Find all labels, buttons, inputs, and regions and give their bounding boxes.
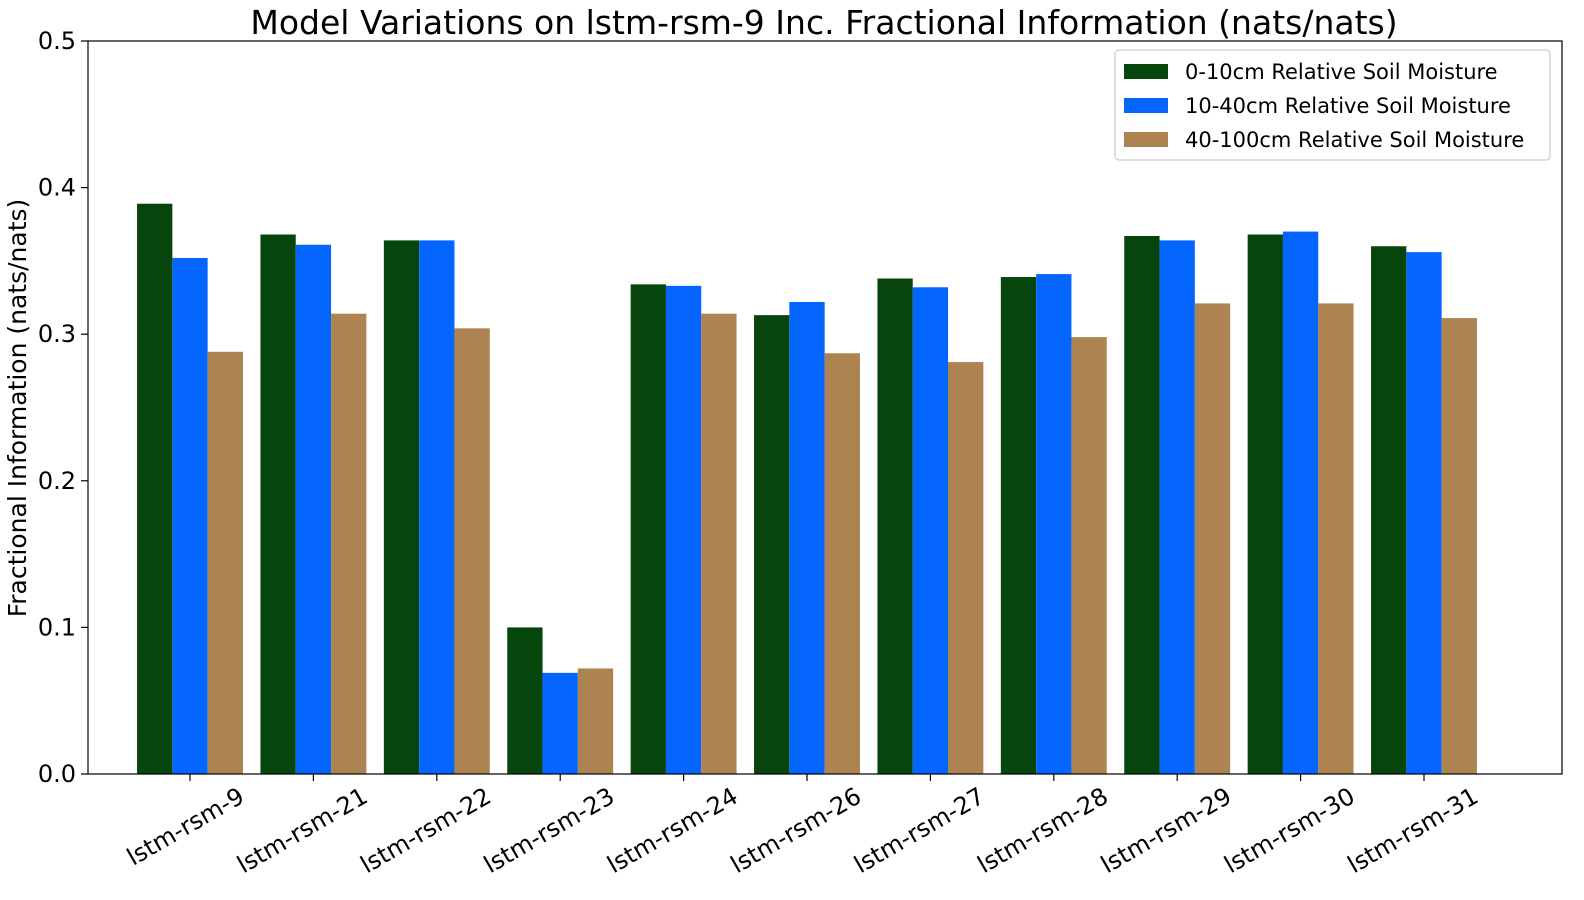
x-tick-label: lstm-rsm-23: [479, 782, 619, 879]
bar-lstm-rsm-30-series-3: [1318, 303, 1354, 774]
bar-lstm-rsm-23-series-1: [507, 627, 543, 774]
bar-lstm-rsm-27-series-3: [948, 362, 984, 774]
bar-lstm-rsm-9-series-1: [137, 203, 173, 775]
y-tick-label: 0.1: [38, 613, 76, 641]
bar-lstm-rsm-21-series-1: [260, 234, 296, 774]
bar-lstm-rsm-21-series-3: [331, 313, 367, 774]
bar-lstm-rsm-27-series-2: [912, 287, 949, 774]
legend-label-series-3: 40-100cm Relative Soil Moisture: [1185, 128, 1524, 152]
x-tick-label: lstm-rsm-24: [603, 782, 743, 879]
y-axis-label: Fractional Information (nats/nats): [3, 199, 32, 618]
bar-lstm-rsm-23-series-3: [577, 668, 614, 774]
bar-lstm-rsm-30-series-1: [1247, 234, 1283, 774]
bar-lstm-rsm-31-series-3: [1441, 318, 1477, 774]
bar-lstm-rsm-30-series-2: [1282, 231, 1319, 774]
y-tick-label: 0.2: [38, 467, 76, 495]
x-tick-label: lstm-rsm-27: [849, 782, 989, 879]
legend-box: [1114, 49, 1551, 161]
legend-swatch-series-2: [1124, 98, 1168, 113]
legend-swatch-series-3: [1124, 132, 1168, 147]
y-tick-label: 0.0: [38, 760, 76, 788]
y-tick-label: 0.4: [38, 174, 76, 202]
x-tick-label: lstm-rsm-9: [122, 782, 249, 871]
bar-lstm-rsm-24-series-1: [630, 284, 666, 774]
x-tick-label: lstm-rsm-29: [1096, 782, 1236, 879]
bar-lstm-rsm-29-series-3: [1194, 303, 1231, 774]
bar-lstm-rsm-31-series-1: [1371, 246, 1407, 775]
bar-lstm-rsm-24-series-3: [701, 313, 737, 774]
legend: 0-10cm Relative Soil Moisture 10-40cm Rel…: [1114, 49, 1551, 161]
plot-frame: [87, 40, 1563, 775]
x-tick-label: lstm-rsm-22: [356, 782, 496, 879]
bar-lstm-rsm-31-series-2: [1406, 252, 1442, 775]
bar-lstm-rsm-21-series-2: [295, 244, 332, 774]
bars-layer: [137, 203, 1477, 775]
bar-lstm-rsm-26-series-3: [824, 353, 860, 774]
x-tick-label: lstm-rsm-21: [232, 782, 372, 879]
bar-lstm-rsm-28-series-3: [1071, 337, 1107, 774]
bar-lstm-rsm-28-series-1: [1000, 277, 1037, 774]
y-tick-label: 0.3: [38, 320, 76, 348]
bar-lstm-rsm-29-series-2: [1159, 240, 1195, 774]
bar-lstm-rsm-9-series-2: [172, 257, 208, 775]
x-tick-label: lstm-rsm-30: [1220, 782, 1360, 879]
bar-lstm-rsm-22-series-3: [454, 328, 490, 774]
y-tick-label: 0.5: [38, 27, 76, 55]
bar-lstm-rsm-29-series-1: [1124, 235, 1160, 775]
legend-swatch-series-1: [1124, 64, 1168, 79]
x-tick-label: lstm-rsm-26: [726, 782, 866, 879]
bar-lstm-rsm-26-series-2: [789, 301, 825, 774]
bar-lstm-rsm-28-series-2: [1036, 274, 1072, 774]
x-tick-label: lstm-rsm-28: [973, 782, 1113, 879]
bar-lstm-rsm-27-series-1: [877, 278, 913, 774]
bar-lstm-rsm-22-series-1: [383, 240, 420, 774]
legend-label-series-1: 0-10cm Relative Soil Moisture: [1185, 60, 1498, 84]
bar-lstm-rsm-23-series-2: [542, 672, 578, 774]
bar-lstm-rsm-9-series-3: [207, 351, 243, 774]
legend-label-series-2: 10-40cm Relative Soil Moisture: [1185, 94, 1511, 118]
bar-lstm-rsm-22-series-2: [419, 240, 455, 774]
bar-lstm-rsm-24-series-2: [665, 285, 702, 774]
chart-title: Model Variations on lstm-rsm-9 Inc. Frac…: [250, 3, 1397, 42]
x-tick-label: lstm-rsm-31: [1343, 782, 1483, 879]
bar-lstm-rsm-26-series-1: [754, 315, 790, 774]
